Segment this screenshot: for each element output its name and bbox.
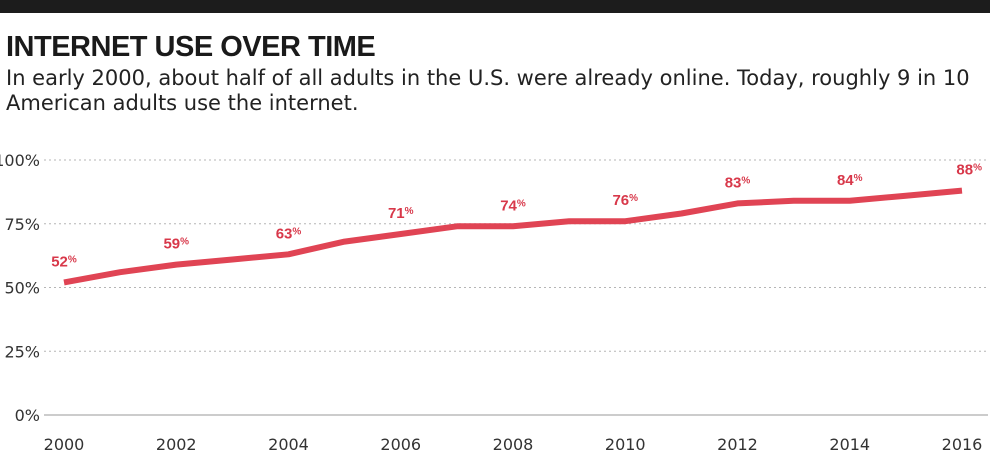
data-label-unit: % [854,173,863,184]
top-bar [0,0,990,13]
line-chart: 100% 75% 50% 25% 0% 2000 2002 2004 2006 2008 2010… [0,151,988,454]
data-label-value: 63 [276,225,293,242]
y-tick-label: 50% [4,279,40,298]
x-tick-label: 2014 [829,435,870,454]
x-tick-label: 2004 [268,435,309,454]
x-tick-label: 2002 [156,435,197,454]
data-labels: 52%59% 63%71% 74% 76%83% 84% 88% [51,162,982,271]
data-label-value: 83 [725,174,742,191]
series-line [63,187,963,286]
data-label-unit: % [180,237,189,248]
data-label-unit: % [741,175,750,186]
chart-title: INTERNET USE OVER TIME [6,31,376,63]
data-label-2016: 88% [956,162,982,179]
x-tick-label: 2012 [717,435,758,454]
x-tick-label: 2010 [605,435,646,454]
y-axis-tick-labels: 100% 75% 50% 25% 0% [0,151,40,425]
series [63,187,963,286]
data-label-2012: 83% [725,174,751,191]
y-tick-label: 25% [4,342,40,361]
data-label-value: 52 [51,253,68,270]
data-label-2014: 84% [837,172,863,189]
x-axis-tick-labels: 2000 2002 2004 2006 2008 2010 2012 2014 2016 [44,435,983,454]
x-tick-label: 2000 [44,435,85,454]
data-label-2010: 76% [612,192,638,209]
y-tick-label: 100% [0,151,40,170]
data-label-value: 76 [612,192,629,209]
x-tick-label: 2016 [942,435,983,454]
data-label-unit: % [973,163,982,174]
data-label-2002: 59% [163,236,189,253]
data-label-2006: 71% [388,205,414,222]
x-tick-label: 2008 [493,435,534,454]
data-label-value: 71 [388,205,405,222]
data-label-value: 88 [956,162,973,179]
data-label-unit: % [292,226,301,237]
x-tick-label: 2006 [380,435,421,454]
data-label-unit: % [405,206,414,217]
y-tick-label: 75% [4,215,40,234]
data-label-unit: % [68,254,77,265]
data-label-value: 84 [837,172,854,189]
data-label-value: 74 [500,197,517,214]
data-label-2008: 74% [500,197,526,214]
chart-subtitle: In early 2000, about half of all adults … [6,66,970,115]
data-label-2000: 52% [51,253,77,270]
y-tick-label: 0% [15,406,40,425]
data-label-value: 59 [163,236,180,253]
data-label-unit: % [629,193,638,204]
data-label-unit: % [517,198,526,209]
data-label-2004: 63% [276,225,302,242]
